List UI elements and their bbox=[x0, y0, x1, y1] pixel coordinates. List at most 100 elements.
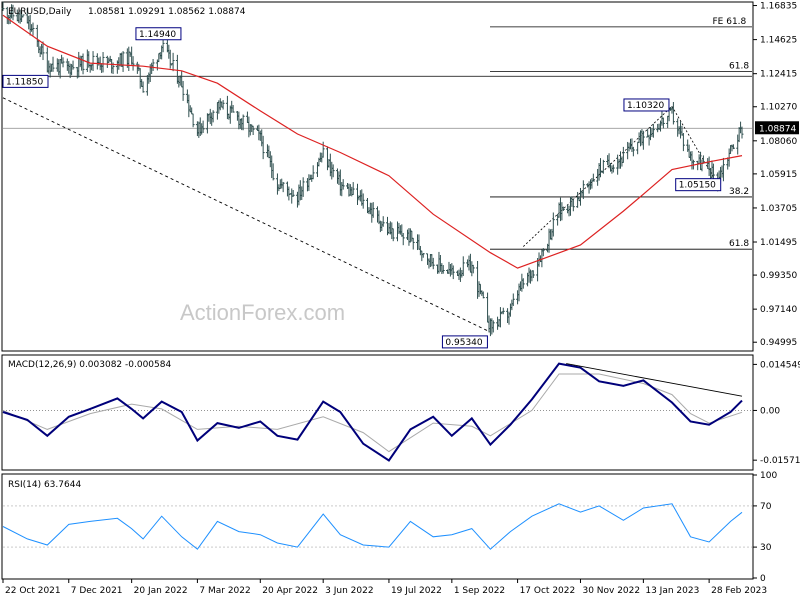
price-marker-label: 0.95340 bbox=[445, 338, 482, 348]
price-y-tick-label: 0.97140 bbox=[760, 305, 797, 315]
price-marker-box bbox=[135, 27, 182, 41]
ohlc-bar bbox=[71, 60, 75, 70]
ohlc-bar bbox=[191, 113, 195, 128]
price-y-tick-label: 1.01495 bbox=[760, 238, 797, 248]
ohlc-bar bbox=[411, 237, 415, 250]
price-layer: FE 61.8 61.8 38.2 61.8 1.14940 1.11850 1.10320… bbox=[1, 1, 752, 349]
ohlc-bar bbox=[311, 165, 315, 180]
ohlc-bar bbox=[331, 164, 335, 178]
price-marker-box bbox=[2, 74, 49, 88]
ohlc-bar bbox=[381, 216, 385, 227]
rsi-y-tick-label: 70 bbox=[760, 502, 772, 512]
price-y-tick-label: 0.94995 bbox=[760, 338, 797, 348]
ohlc-bar bbox=[171, 52, 175, 72]
macd-signal-line bbox=[2, 373, 743, 453]
ohlc-bar bbox=[461, 256, 465, 276]
ohlc-bar bbox=[501, 307, 505, 315]
ohlc-bar bbox=[551, 212, 555, 237]
ohlc-bar bbox=[731, 144, 735, 150]
ohlc-bar bbox=[291, 189, 295, 197]
ohlc-bar bbox=[271, 163, 275, 181]
ohlc-bar bbox=[571, 199, 575, 212]
ohlc-bar bbox=[181, 80, 185, 101]
price-y-tick-label: 1.16835 bbox=[760, 2, 797, 12]
last-price-label: 1.08874 bbox=[759, 124, 796, 134]
ohlc-bar bbox=[361, 193, 365, 209]
ohlc-bar bbox=[631, 146, 635, 157]
macd-y-tick-label: 0.014549 bbox=[760, 360, 800, 370]
price-marker-box bbox=[441, 335, 488, 349]
price-marker: 0.95340 bbox=[441, 335, 488, 349]
ohlc-bar bbox=[471, 264, 475, 274]
x-axis-date-label: 7 Dec 2021 bbox=[71, 586, 123, 596]
x-axis-date-label: 3 Jun 2022 bbox=[325, 586, 373, 596]
price-marker: 1.11850 bbox=[2, 74, 49, 88]
ohlc-bar bbox=[201, 120, 205, 133]
ohlc-bar bbox=[141, 81, 145, 93]
price-marker-label: 1.05150 bbox=[679, 181, 716, 191]
ohlc-bar bbox=[351, 182, 355, 195]
x-axis-date-label: 17 Oct 2022 bbox=[520, 586, 576, 596]
ohlc-bar bbox=[421, 253, 425, 258]
long-term-trendline bbox=[2, 97, 491, 333]
x-axis-date-label: 22 Oct 2021 bbox=[5, 586, 61, 596]
rsi-y-tick-label: 30 bbox=[760, 543, 772, 553]
ohlc-bar bbox=[211, 110, 215, 123]
x-axis-date-label: 20 Apr 2022 bbox=[262, 586, 318, 596]
price-marker: 1.14940 bbox=[135, 27, 182, 41]
price-y-tick-label: 0.99350 bbox=[760, 271, 797, 281]
ohlc-bar bbox=[391, 228, 395, 242]
ohlc-bar bbox=[491, 320, 495, 333]
x-axis-date-label: 28 Feb 2023 bbox=[711, 586, 767, 596]
x-axis-date-label: 30 Nov 2022 bbox=[582, 586, 640, 596]
ohlc-bar bbox=[740, 126, 744, 139]
price-chart-title: EURUSD,Daily bbox=[8, 7, 72, 17]
rsi-panel-frame bbox=[1, 473, 754, 580]
price-panel-frame bbox=[1, 1, 754, 352]
ohlc-bar bbox=[91, 51, 95, 71]
ohlc-bar bbox=[441, 265, 445, 274]
ohlc-bar bbox=[521, 278, 525, 289]
ohlc-bar bbox=[241, 114, 245, 131]
ohlc-bar bbox=[261, 135, 265, 160]
price-marker-box bbox=[623, 98, 670, 112]
macd-title: MACD(12,26,9) 0.003082 -0.000584 bbox=[8, 360, 171, 370]
ohlc-bar bbox=[541, 248, 545, 257]
ohlc-bars bbox=[1, 1, 744, 337]
fib-line-label: 61.8 bbox=[729, 239, 749, 249]
price-y-tick-label: 1.08060 bbox=[760, 137, 797, 147]
price-marker: 1.10320 bbox=[623, 98, 670, 112]
macd-trendline bbox=[566, 363, 743, 397]
price-ohlc-header: 1.08581 1.09291 1.08562 1.08874 bbox=[88, 7, 246, 17]
price-marker-label: 1.10320 bbox=[627, 101, 664, 111]
ohlc-bar bbox=[281, 181, 285, 193]
ohlc-bar bbox=[41, 41, 45, 61]
ohlc-bar bbox=[301, 177, 305, 197]
x-axis-date-label: 20 Jan 2022 bbox=[134, 586, 188, 596]
rsi-title: RSI(14) 63.7644 bbox=[8, 480, 81, 490]
price-y-tick-label: 1.03705 bbox=[760, 204, 797, 214]
ohlc-bar bbox=[431, 257, 435, 270]
ohlc-bar bbox=[481, 291, 485, 299]
ohlc-bar bbox=[221, 100, 225, 110]
swing-line bbox=[671, 106, 719, 185]
ohlc-bar bbox=[11, 4, 15, 21]
ohlc-bar bbox=[321, 141, 325, 158]
ohlc-bar bbox=[641, 130, 645, 150]
macd-y-tick-label: 0.00 bbox=[760, 406, 780, 416]
ohlc-bar bbox=[231, 105, 235, 113]
price-marker: 1.05150 bbox=[675, 178, 722, 192]
ohlc-bar bbox=[621, 146, 625, 163]
ohlc-bar bbox=[651, 123, 655, 138]
x-axis-date-label: 7 Mar 2022 bbox=[199, 586, 250, 596]
ohlc-bar bbox=[681, 132, 685, 152]
price-marker-label: 1.11850 bbox=[6, 77, 43, 87]
ohlc-bar bbox=[31, 22, 35, 36]
ohlc-bar bbox=[671, 102, 675, 125]
ohlc-bar bbox=[81, 53, 85, 75]
ohlc-bar bbox=[51, 56, 55, 72]
ohlc-bar bbox=[1, 1, 5, 11]
ohlc-bar bbox=[251, 125, 255, 136]
